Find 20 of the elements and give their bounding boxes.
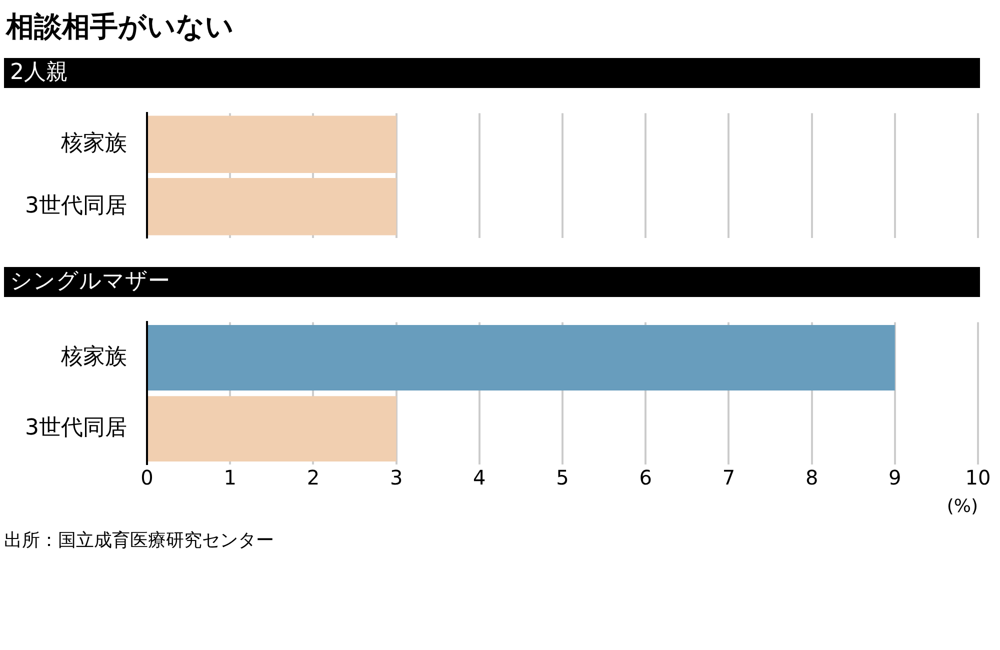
text: 出所：国立成育医療研究センター: [4, 529, 275, 552]
y-tick-label: 核家族: [60, 131, 127, 156]
x-tick-label: 2: [306, 466, 320, 490]
x-tick-label: 8: [805, 466, 818, 490]
y-tick-label: 3世代同居: [25, 193, 127, 218]
x-tick-label: 10: [965, 466, 991, 490]
x-tick-label: 1: [224, 466, 236, 490]
x-tick-label: 7: [722, 466, 736, 490]
y-tick-label: 核家族: [60, 344, 127, 370]
x-axis-title: (%): [946, 496, 978, 517]
x-tick-label: 3: [390, 466, 403, 490]
chart-title: 相談相手がいない: [6, 9, 235, 45]
x-tick-label: 6: [639, 466, 652, 490]
chart-subtitle: シングルマザー: [4, 267, 980, 297]
x-tick-label: 0: [140, 466, 154, 490]
x-tick-label: 5: [556, 466, 569, 490]
y-tick-label: 3世代同居: [25, 416, 127, 441]
chart-subtitle: 2人親: [4, 58, 980, 88]
x-tick-label: 4: [473, 466, 486, 490]
x-tick-label: 9: [888, 466, 902, 490]
